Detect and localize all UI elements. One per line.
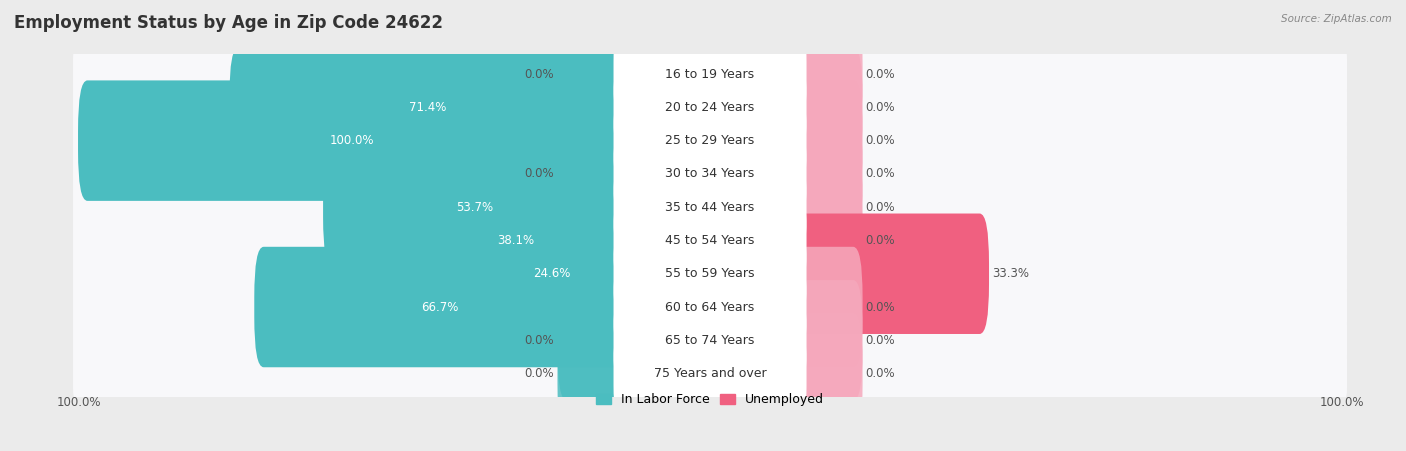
Text: 45 to 54 Years: 45 to 54 Years: [665, 234, 755, 247]
FancyBboxPatch shape: [794, 213, 988, 334]
FancyBboxPatch shape: [794, 280, 863, 400]
Text: 100.0%: 100.0%: [1319, 396, 1364, 409]
FancyBboxPatch shape: [73, 216, 1347, 265]
Text: 0.0%: 0.0%: [866, 167, 896, 180]
Text: 0.0%: 0.0%: [524, 167, 554, 180]
FancyBboxPatch shape: [613, 328, 807, 419]
FancyBboxPatch shape: [73, 116, 1347, 165]
Text: 65 to 74 Years: 65 to 74 Years: [665, 334, 755, 347]
FancyBboxPatch shape: [73, 149, 1347, 198]
Text: 20 to 24 Years: 20 to 24 Years: [665, 101, 755, 114]
Text: 0.0%: 0.0%: [866, 68, 896, 81]
FancyBboxPatch shape: [73, 83, 1347, 132]
Text: 71.4%: 71.4%: [409, 101, 446, 114]
Text: Source: ZipAtlas.com: Source: ZipAtlas.com: [1281, 14, 1392, 23]
Text: 60 to 64 Years: 60 to 64 Years: [665, 300, 755, 313]
FancyBboxPatch shape: [613, 162, 807, 253]
FancyBboxPatch shape: [794, 180, 863, 301]
FancyBboxPatch shape: [613, 129, 807, 219]
Text: 33.3%: 33.3%: [993, 267, 1029, 280]
Text: 0.0%: 0.0%: [866, 201, 896, 214]
FancyBboxPatch shape: [613, 62, 807, 152]
FancyBboxPatch shape: [73, 249, 1347, 299]
Text: 25 to 29 Years: 25 to 29 Years: [665, 134, 755, 147]
FancyBboxPatch shape: [323, 147, 626, 267]
FancyBboxPatch shape: [73, 349, 1347, 398]
Text: 35 to 44 Years: 35 to 44 Years: [665, 201, 755, 214]
FancyBboxPatch shape: [557, 14, 626, 134]
Text: 75 Years and over: 75 Years and over: [654, 367, 766, 380]
Text: 0.0%: 0.0%: [866, 367, 896, 380]
Text: 100.0%: 100.0%: [330, 134, 374, 147]
FancyBboxPatch shape: [254, 247, 626, 367]
FancyBboxPatch shape: [73, 183, 1347, 232]
FancyBboxPatch shape: [73, 316, 1347, 365]
Text: 53.7%: 53.7%: [456, 201, 494, 214]
Text: 0.0%: 0.0%: [866, 334, 896, 347]
FancyBboxPatch shape: [613, 295, 807, 386]
Text: 55 to 59 Years: 55 to 59 Years: [665, 267, 755, 280]
FancyBboxPatch shape: [77, 80, 626, 201]
FancyBboxPatch shape: [794, 14, 863, 134]
FancyBboxPatch shape: [557, 114, 626, 234]
FancyBboxPatch shape: [794, 47, 863, 168]
Text: 0.0%: 0.0%: [524, 68, 554, 81]
FancyBboxPatch shape: [794, 80, 863, 201]
Text: 66.7%: 66.7%: [422, 300, 458, 313]
Text: 30 to 34 Years: 30 to 34 Years: [665, 167, 755, 180]
FancyBboxPatch shape: [557, 280, 626, 400]
Text: 0.0%: 0.0%: [866, 234, 896, 247]
FancyBboxPatch shape: [73, 282, 1347, 331]
FancyBboxPatch shape: [794, 114, 863, 234]
FancyBboxPatch shape: [557, 313, 626, 434]
Text: 24.6%: 24.6%: [533, 267, 571, 280]
FancyBboxPatch shape: [613, 262, 807, 352]
FancyBboxPatch shape: [613, 29, 807, 120]
FancyBboxPatch shape: [406, 180, 626, 301]
Text: 0.0%: 0.0%: [866, 101, 896, 114]
FancyBboxPatch shape: [613, 229, 807, 319]
FancyBboxPatch shape: [794, 313, 863, 434]
FancyBboxPatch shape: [613, 95, 807, 186]
FancyBboxPatch shape: [477, 213, 626, 334]
Text: 0.0%: 0.0%: [524, 334, 554, 347]
Text: 0.0%: 0.0%: [524, 367, 554, 380]
FancyBboxPatch shape: [73, 50, 1347, 99]
FancyBboxPatch shape: [794, 147, 863, 267]
Text: 0.0%: 0.0%: [866, 134, 896, 147]
FancyBboxPatch shape: [794, 247, 863, 367]
Legend: In Labor Force, Unemployed: In Labor Force, Unemployed: [591, 388, 830, 411]
FancyBboxPatch shape: [613, 195, 807, 286]
Text: 38.1%: 38.1%: [498, 234, 534, 247]
Text: Employment Status by Age in Zip Code 24622: Employment Status by Age in Zip Code 246…: [14, 14, 443, 32]
Text: 16 to 19 Years: 16 to 19 Years: [665, 68, 755, 81]
FancyBboxPatch shape: [229, 47, 626, 168]
Text: 100.0%: 100.0%: [56, 396, 101, 409]
Text: 0.0%: 0.0%: [866, 300, 896, 313]
